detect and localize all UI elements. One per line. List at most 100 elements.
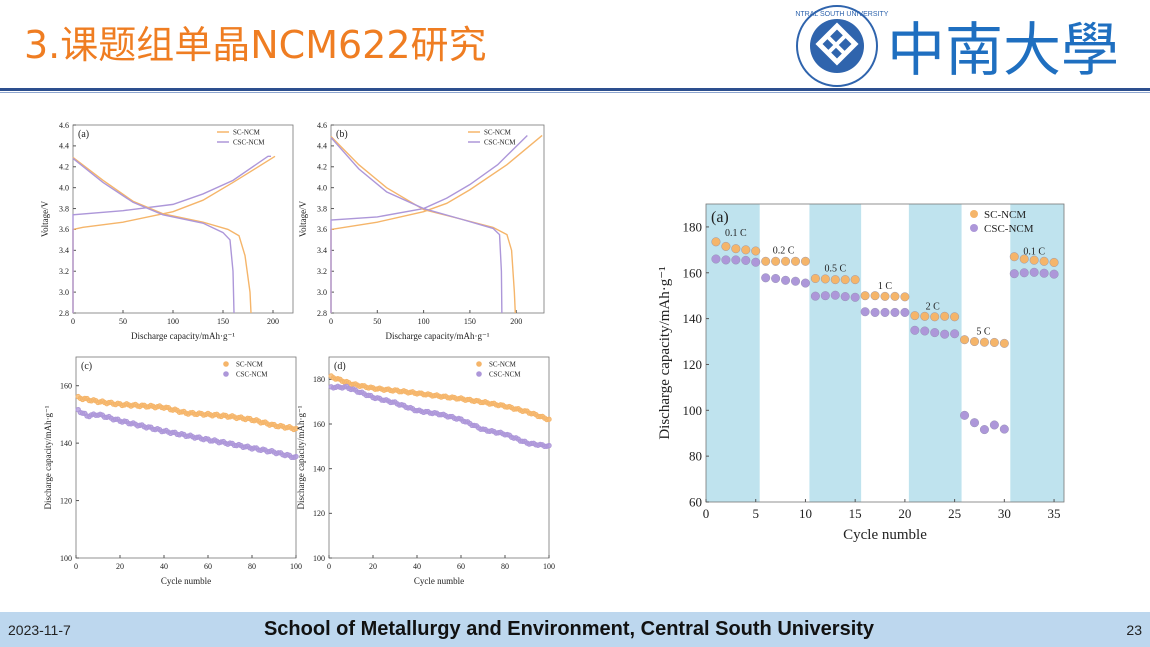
y-tick-label: 60 (689, 495, 702, 510)
data-point (791, 256, 801, 266)
y-tick-label: 4.4 (317, 142, 327, 151)
data-point (960, 335, 970, 345)
rate-band (706, 204, 760, 502)
cycling-chart-d: 0 20 40 60 80 100 100 120 140 160 180 Cycle numble D… (296, 356, 555, 586)
plot-frame (75, 356, 297, 559)
data-point (810, 274, 820, 284)
x-axis-label: Discharge capacity/mAh·g⁻¹ (131, 331, 235, 341)
x-tick-label: 20 (898, 506, 911, 521)
x-tick-label: 150 (217, 317, 229, 326)
data-point (970, 337, 980, 347)
y-tick-label: 160 (313, 420, 325, 429)
x-tick-label: 25 (948, 506, 961, 521)
x-tick-label: 15 (849, 506, 862, 521)
x-tick-label: 5 (752, 506, 759, 521)
rate-band (809, 204, 862, 502)
y-tick-label: 3.8 (317, 204, 327, 213)
data-point (721, 255, 731, 265)
y-axis-label: Discharge capacity/mAh·g⁻¹ (296, 405, 306, 509)
data-point (880, 307, 890, 317)
voltage-chart-b: 0 50 100 150 200 2.8 3.0 3.2 3.4 3.6 3.8 4.0 4.2 4.4 4… (298, 121, 545, 341)
y-tick-label: 140 (60, 439, 72, 448)
data-point (1029, 267, 1039, 277)
data-point (771, 274, 781, 284)
data-point (741, 245, 751, 255)
plot-frame (705, 203, 1065, 503)
panel-label: (a) (711, 209, 729, 226)
data-point (711, 254, 721, 264)
x-tick-label: 0 (703, 506, 710, 521)
y-tick-label: 4.0 (59, 183, 69, 192)
data-point (960, 410, 970, 420)
y-tick-label: 80 (689, 449, 702, 464)
data-point (1039, 256, 1049, 266)
y-tick-label: 100 (313, 554, 325, 563)
y-tick-label: 3.2 (317, 267, 327, 276)
data-point (890, 307, 900, 317)
y-axis-label: Discharge capacity/mAh·g⁻¹ (657, 266, 673, 439)
data-point (850, 292, 860, 302)
data-point (840, 275, 850, 285)
y-tick-label: 3.0 (59, 288, 69, 297)
y-tick-label: 100 (60, 554, 72, 563)
y-tick-label: 160 (60, 382, 72, 391)
data-point (791, 276, 801, 286)
x-tick-label: 200 (267, 317, 279, 326)
data-point (850, 275, 860, 285)
panel-label: (d) (334, 361, 346, 372)
series-line (330, 134, 543, 313)
y-tick-label: 100 (683, 403, 703, 418)
rate-band (908, 204, 962, 502)
x-axis-label: Discharge capacity/mAh·g⁻¹ (386, 331, 490, 341)
data-point (293, 453, 299, 460)
data-point (1049, 269, 1059, 279)
data-point (1019, 254, 1029, 264)
x-tick-label: 40 (413, 562, 421, 571)
voltage-chart-a: 0 50 100 150 200 2.8 3.0 3.2 3.4 3.6 3.8 4.0 4.2 4.4 4… (40, 121, 294, 341)
y-tick-label: 2.8 (59, 309, 69, 318)
data-point (830, 290, 840, 300)
rate-label: 5 C (976, 327, 991, 338)
cycling-chart-c: 0 20 40 60 80 100 100 120 140 160 Cycle numble Disc… (43, 356, 302, 586)
plot-frame (330, 124, 545, 314)
data-point (546, 416, 552, 422)
data-point (900, 307, 910, 317)
data-point (741, 255, 751, 265)
legend-marker (476, 371, 482, 377)
data-point (1049, 257, 1059, 267)
y-tick-label: 160 (683, 265, 703, 280)
legend-label: CSC-NCM (489, 371, 521, 379)
legend-label: SC-NCM (233, 129, 261, 137)
x-tick-label: 50 (119, 317, 127, 326)
legend-marker (476, 361, 482, 367)
series-line (330, 134, 528, 313)
data-point (800, 278, 810, 288)
plot-frame (328, 356, 550, 559)
y-tick-label: 120 (683, 357, 703, 372)
data-point (721, 241, 731, 251)
footer-institution: School of Metallurgy and Environment, Ce… (263, 618, 875, 640)
data-point (989, 337, 999, 347)
y-tick-label: 3.0 (317, 288, 327, 297)
header-rule-thin (0, 92, 1150, 93)
y-tick-label: 120 (60, 496, 72, 505)
rate-label: 1 C (878, 281, 893, 292)
panel-label: (c) (81, 361, 92, 372)
y-tick-label: 180 (683, 219, 703, 234)
data-point (920, 326, 930, 336)
data-point (979, 425, 989, 435)
data-point (546, 442, 552, 449)
legend-label: CSC-NCM (233, 139, 265, 147)
university-logo: CENTRAL SOUTH UNIVERSITY 中南大學 (795, 5, 1119, 87)
x-tick-label: 80 (501, 562, 509, 571)
data-point (910, 311, 920, 321)
data-point (711, 237, 721, 247)
data-point (940, 311, 950, 321)
data-point (910, 325, 920, 335)
y-tick-label: 3.2 (59, 267, 69, 276)
data-point (860, 291, 870, 301)
legend-marker (223, 361, 229, 367)
x-tick-label: 100 (418, 317, 430, 326)
legend-marker (223, 371, 229, 377)
x-tick-label: 50 (373, 317, 381, 326)
